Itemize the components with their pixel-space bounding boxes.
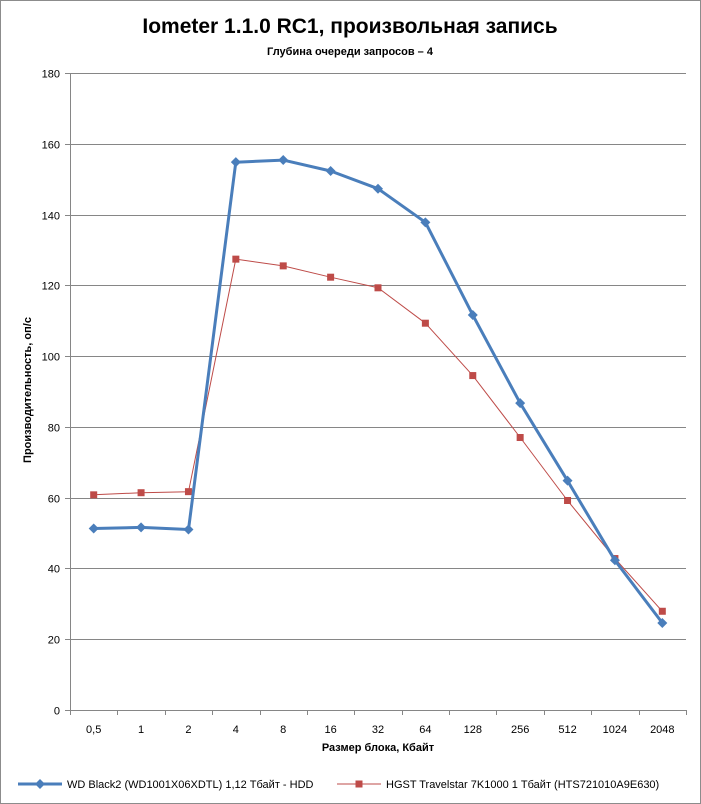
data-point — [564, 496, 572, 504]
data-point — [373, 183, 383, 194]
y-tick-label: 160 — [42, 140, 60, 152]
legend-marker-diamond — [35, 779, 45, 789]
data-point — [279, 262, 287, 270]
data-point — [230, 157, 241, 168]
data-point — [658, 607, 666, 615]
x-tick-label: 64 — [419, 724, 431, 736]
y-tick-label: 80 — [48, 423, 60, 435]
series-hgst-travelstar — [90, 255, 666, 615]
series-line — [93, 258, 663, 612]
x-axis-title: Размер блока, Кбайт — [322, 742, 435, 754]
data-point — [562, 475, 573, 486]
x-tick-label: 4 — [233, 724, 239, 736]
chart-subtitle: Глубина очереди запросов – 4 — [267, 46, 434, 58]
data-point — [90, 491, 98, 499]
x-tick-label: 1 — [138, 724, 144, 736]
data-point — [136, 522, 147, 533]
data-point — [232, 255, 240, 263]
data-point — [183, 524, 194, 535]
data-point — [657, 617, 668, 628]
y-tick-label: 140 — [42, 211, 60, 223]
x-tick-label: 256 — [511, 724, 529, 736]
series-wd-black2 — [88, 155, 668, 628]
data-point — [278, 155, 289, 166]
legend-marker-square — [355, 780, 363, 788]
x-tick-label: 1024 — [603, 724, 627, 736]
y-tick-label: 180 — [42, 69, 60, 81]
data-point — [327, 273, 335, 281]
x-tick-label: 512 — [558, 724, 576, 736]
y-axis-title: Производительность, оп/с — [22, 317, 34, 463]
data-point — [137, 489, 145, 497]
data-point — [88, 523, 99, 534]
chart-title: Iometer 1.1.0 RC1, произвольная запись — [142, 15, 557, 38]
data-point — [374, 284, 382, 292]
series-line — [93, 158, 664, 624]
x-tick-label: 2048 — [650, 724, 674, 736]
legend-item-wd-black2: WD Black2 (WD1001X06XDTL) 1,12 Тбайт - H… — [18, 779, 314, 791]
series-layer — [88, 155, 668, 628]
data-point — [609, 555, 620, 566]
x-tick-label: 2 — [185, 724, 191, 736]
y-axis-ticks: 0 20 40 60 80 100 120 140 160 180 — [42, 69, 70, 718]
data-point — [420, 217, 431, 228]
data-point — [184, 488, 192, 496]
y-tick-label: 100 — [42, 352, 60, 364]
legend-label-wd-black2: WD Black2 (WD1001X06XDTL) 1,12 Тбайт - H… — [67, 779, 314, 791]
x-tick-label: 8 — [280, 724, 286, 736]
legend-label-hgst-travelstar: HGST Travelstar 7K1000 1 Тбайт (HTS72101… — [386, 779, 659, 791]
data-point — [515, 398, 526, 409]
data-point — [467, 310, 478, 321]
x-tick-label: 128 — [464, 724, 482, 736]
gridlines — [70, 73, 686, 711]
legend-item-hgst-travelstar: HGST Travelstar 7K1000 1 Тбайт (HTS72101… — [337, 779, 659, 791]
legend: WD Black2 (WD1001X06XDTL) 1,12 Тбайт - H… — [18, 779, 659, 791]
x-tick-label: 32 — [372, 724, 384, 736]
data-point — [469, 372, 477, 380]
x-axis-ticks: 0,5 1 2 4 8 16 32 64 128 256 512 1024 2048 — [70, 710, 687, 736]
y-tick-label: 60 — [48, 494, 60, 506]
data-point — [516, 434, 524, 442]
y-tick-label: 20 — [48, 635, 60, 647]
x-tick-label: 16 — [324, 724, 336, 736]
y-tick-label: 120 — [42, 281, 60, 293]
y-tick-label: 40 — [48, 564, 60, 576]
x-tick-label: 0,5 — [86, 724, 101, 736]
y-tick-label: 0 — [54, 706, 60, 718]
data-point — [325, 166, 336, 177]
data-point — [421, 319, 429, 327]
